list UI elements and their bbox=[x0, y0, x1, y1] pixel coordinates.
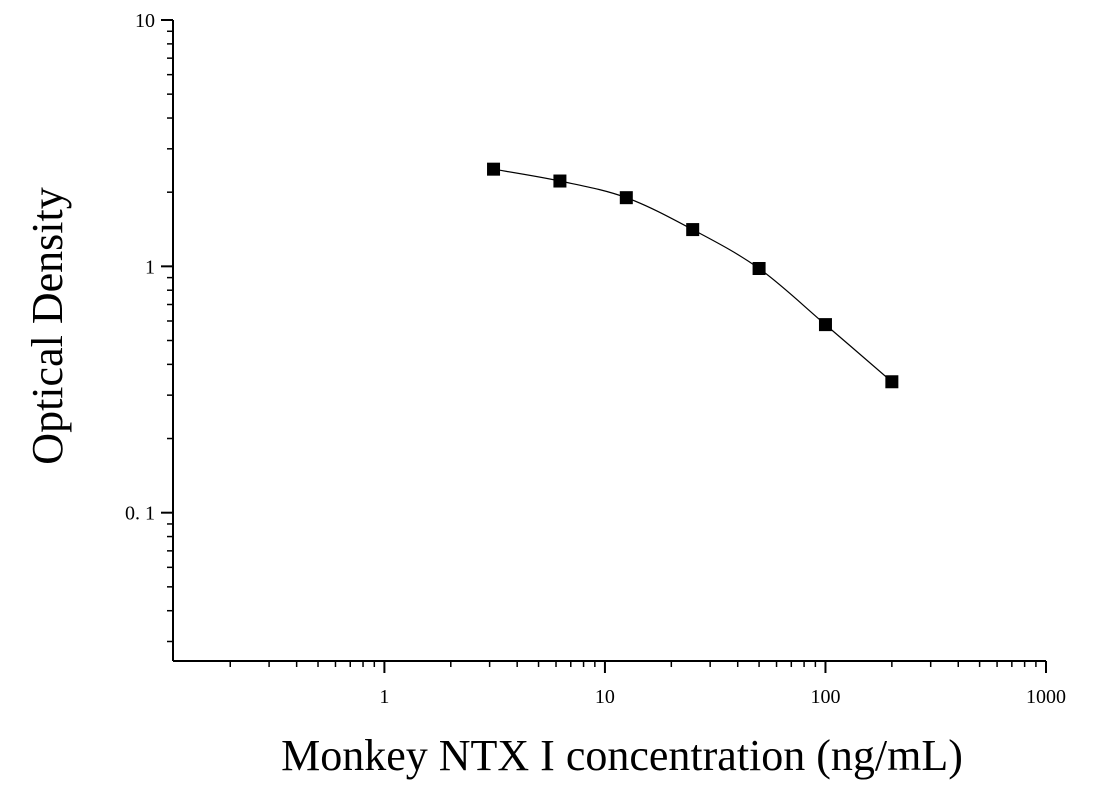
x-tick-label: 1000 bbox=[1026, 686, 1066, 708]
y-tick-label: 1 bbox=[145, 256, 155, 278]
axis-labels: Monkey NTX I concentration (ng/mL) Optic… bbox=[23, 187, 963, 780]
x-tick-label: 10 bbox=[595, 686, 615, 708]
data-point bbox=[487, 162, 501, 176]
data-point bbox=[885, 375, 899, 389]
data-point bbox=[818, 318, 832, 332]
y-tick-label: 0. 1 bbox=[125, 503, 155, 525]
y-tick-label: 10 bbox=[135, 10, 155, 32]
x-tick-label: 100 bbox=[810, 686, 840, 708]
axes: 1 10 100 1000 0. 1 1 10 bbox=[125, 10, 1066, 708]
data-point bbox=[553, 174, 567, 188]
data-point bbox=[619, 191, 633, 205]
data-point bbox=[752, 262, 766, 276]
x-axis-title: Monkey NTX I concentration (ng/mL) bbox=[281, 731, 963, 780]
x-tick-label: 1 bbox=[379, 686, 389, 708]
fit-curve bbox=[493, 168, 893, 383]
data-points bbox=[487, 162, 899, 389]
fit-curve-layer bbox=[493, 168, 893, 383]
data-point bbox=[686, 223, 700, 237]
y-axis-title: Optical Density bbox=[23, 187, 72, 464]
